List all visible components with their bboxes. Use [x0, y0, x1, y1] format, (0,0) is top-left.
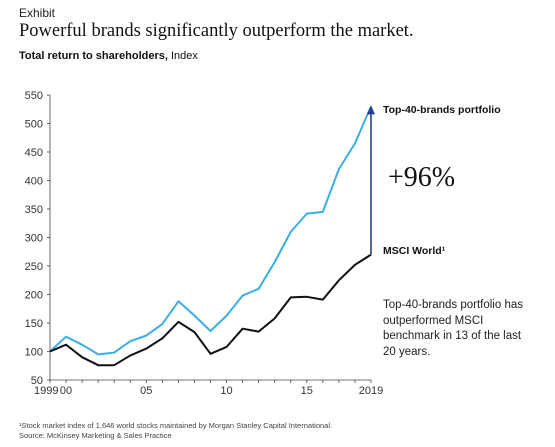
x-tick-label: 00: [60, 385, 72, 397]
chart-title: Powerful brands significantly outperform…: [19, 21, 414, 41]
footnote-msci: ¹Stock market index of 1,646 world stock…: [19, 421, 333, 430]
subtitle-bold: Total return to shareholders,: [19, 50, 168, 62]
y-tick-label: 200: [25, 290, 43, 302]
y-tick-label: 100: [25, 347, 43, 359]
y-tick-label: 400: [25, 176, 43, 188]
y-tick-label: 500: [25, 119, 43, 131]
annotation-arrow-head: [367, 105, 375, 115]
subtitle-unit: Index: [167, 50, 198, 62]
annotation-label: +96%: [388, 162, 455, 193]
series-line-msci: [49, 253, 372, 367]
series-line-top40: [49, 106, 372, 356]
y-tick-label: 350: [25, 204, 43, 216]
y-tick-label: 550: [25, 90, 43, 102]
chart-note: Top-40-brands portfolio has outperformed…: [383, 299, 523, 358]
x-tick-label: 05: [140, 385, 152, 397]
y-tick-label: 250: [25, 261, 43, 273]
y-tick-label: 50: [31, 375, 43, 387]
y-tick-label: 150: [25, 318, 43, 330]
series-label-top40: Top-40-brands portfolio: [383, 104, 501, 116]
y-tick-label: 450: [25, 147, 43, 159]
chart-subtitle: Total return to shareholders, Index: [19, 50, 198, 62]
x-tick-label: 15: [301, 385, 313, 397]
x-tick-label: 2019: [359, 385, 383, 397]
series-label-msci: MSCI World¹: [383, 245, 446, 257]
x-tick-label: 1999: [34, 385, 58, 397]
footnotes: ¹Stock market index of 1,646 world stock…: [19, 421, 332, 441]
exhibit-label: Exhibit: [19, 6, 56, 20]
footnote-source: Source: McKinsey Marketing & Sales Pract…: [19, 431, 172, 440]
y-tick-label: 300: [25, 233, 43, 245]
x-tick-label: 10: [220, 385, 232, 397]
